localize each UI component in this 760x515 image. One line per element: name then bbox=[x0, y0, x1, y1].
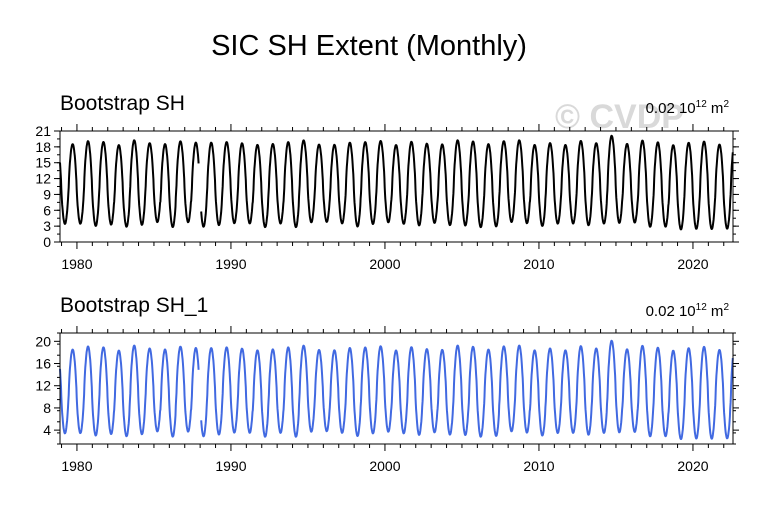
x-tick-label: 2020 bbox=[677, 256, 708, 272]
y-tick-label: 12 bbox=[35, 171, 51, 187]
y-tick-label: 0 bbox=[43, 234, 51, 250]
panel-bootstrap-sh-1: Bootstrap SH_1 0.02 1012 m2 4 8 12 16 20 198… bbox=[35, 294, 739, 474]
y-tick-label: 9 bbox=[43, 186, 51, 202]
x-tick-label: 2000 bbox=[369, 458, 400, 474]
x-tick-label: 1990 bbox=[215, 256, 246, 272]
x-axis: 1980 1990 2000 2010 2020 bbox=[61, 124, 725, 272]
panel-bootstrap-sh: Bootstrap SH © CVDP 0.02 1012 m2 0369121… bbox=[35, 92, 739, 272]
x-tick-label: 1980 bbox=[61, 458, 92, 474]
y-tick-label: 20 bbox=[35, 333, 51, 349]
plot-frame bbox=[59, 332, 734, 445]
series-group bbox=[59, 339, 734, 440]
y-tick-label: 8 bbox=[43, 400, 51, 416]
x-tick-label: 2010 bbox=[523, 256, 554, 272]
y-tick-label: 3 bbox=[43, 218, 51, 234]
y-tick-label: 16 bbox=[35, 356, 51, 372]
x-tick-label: 1980 bbox=[61, 256, 92, 272]
series-line bbox=[59, 339, 734, 440]
y-tick-label: 12 bbox=[35, 378, 51, 394]
series-group bbox=[59, 134, 734, 231]
plot-frame bbox=[59, 130, 734, 243]
y-tick-label: 4 bbox=[43, 422, 51, 438]
x-tick-label: 1990 bbox=[215, 458, 246, 474]
y-axis: 4 8 12 16 20 bbox=[35, 332, 739, 445]
units-label: 0.02 1012 m2 bbox=[646, 302, 730, 320]
y-tick-label: 6 bbox=[43, 202, 51, 218]
figure-title: SIC SH Extent (Monthly) bbox=[211, 30, 527, 62]
panel-title: Bootstrap SH bbox=[60, 92, 185, 115]
y-tick-label: 15 bbox=[35, 155, 51, 171]
y-tick-label: 18 bbox=[35, 139, 51, 155]
series-line bbox=[59, 134, 734, 231]
units-label: 0.02 1012 m2 bbox=[646, 99, 730, 117]
panel-title: Bootstrap SH_1 bbox=[60, 294, 208, 317]
x-tick-label: 2020 bbox=[677, 458, 708, 474]
x-axis: 1980 1990 2000 2010 2020 bbox=[61, 326, 725, 474]
x-tick-label: 2000 bbox=[369, 256, 400, 272]
x-tick-label: 2010 bbox=[523, 458, 554, 474]
y-tick-label: 21 bbox=[35, 123, 51, 139]
